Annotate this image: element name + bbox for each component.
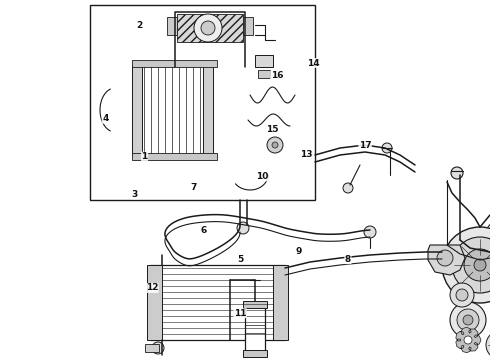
Text: 6: 6	[200, 226, 206, 235]
Text: 4: 4	[102, 114, 109, 123]
Text: 9: 9	[295, 247, 302, 256]
Bar	[147, 265, 162, 340]
Circle shape	[464, 336, 472, 344]
Bar	[132, 153, 217, 160]
Circle shape	[457, 309, 479, 331]
Circle shape	[201, 21, 215, 35]
Circle shape	[152, 342, 164, 354]
Bar	[177, 14, 243, 42]
Bar	[245, 305, 265, 353]
Circle shape	[442, 227, 490, 303]
Circle shape	[486, 331, 490, 359]
Circle shape	[267, 137, 283, 153]
Circle shape	[451, 167, 463, 179]
Circle shape	[364, 226, 376, 238]
Circle shape	[474, 259, 486, 271]
Text: 13: 13	[300, 150, 313, 159]
Circle shape	[450, 302, 486, 338]
Text: 2: 2	[137, 21, 143, 30]
Bar	[90, 5, 315, 200]
Circle shape	[382, 143, 392, 153]
Bar	[145, 344, 159, 352]
Text: 3: 3	[132, 190, 138, 199]
Text: 8: 8	[345, 255, 351, 264]
Circle shape	[237, 222, 249, 234]
Bar	[258, 70, 270, 78]
Text: 16: 16	[270, 71, 283, 80]
Circle shape	[456, 289, 468, 301]
Text: 7: 7	[190, 183, 197, 192]
Circle shape	[464, 249, 490, 281]
Bar	[132, 65, 142, 155]
Circle shape	[463, 315, 473, 325]
Text: 11: 11	[234, 309, 246, 318]
Text: 5: 5	[237, 255, 243, 264]
Bar	[203, 65, 213, 155]
Text: 14: 14	[307, 58, 320, 68]
Circle shape	[452, 237, 490, 293]
Text: 10: 10	[256, 172, 269, 181]
Text: 12: 12	[146, 284, 158, 292]
Circle shape	[272, 142, 278, 148]
Text: 15: 15	[266, 125, 278, 134]
Bar	[243, 17, 253, 35]
Bar	[140, 65, 205, 155]
Bar	[243, 350, 267, 357]
Circle shape	[450, 283, 474, 307]
Circle shape	[194, 14, 222, 42]
Text: 17: 17	[359, 141, 371, 150]
Bar	[255, 55, 273, 67]
Circle shape	[343, 183, 353, 193]
Circle shape	[437, 250, 453, 266]
Bar	[273, 265, 288, 340]
Bar	[243, 301, 267, 308]
Polygon shape	[456, 327, 481, 353]
Bar	[167, 17, 177, 35]
Text: 1: 1	[142, 152, 147, 161]
Bar	[132, 60, 217, 67]
Polygon shape	[428, 245, 465, 275]
Bar	[150, 265, 285, 340]
